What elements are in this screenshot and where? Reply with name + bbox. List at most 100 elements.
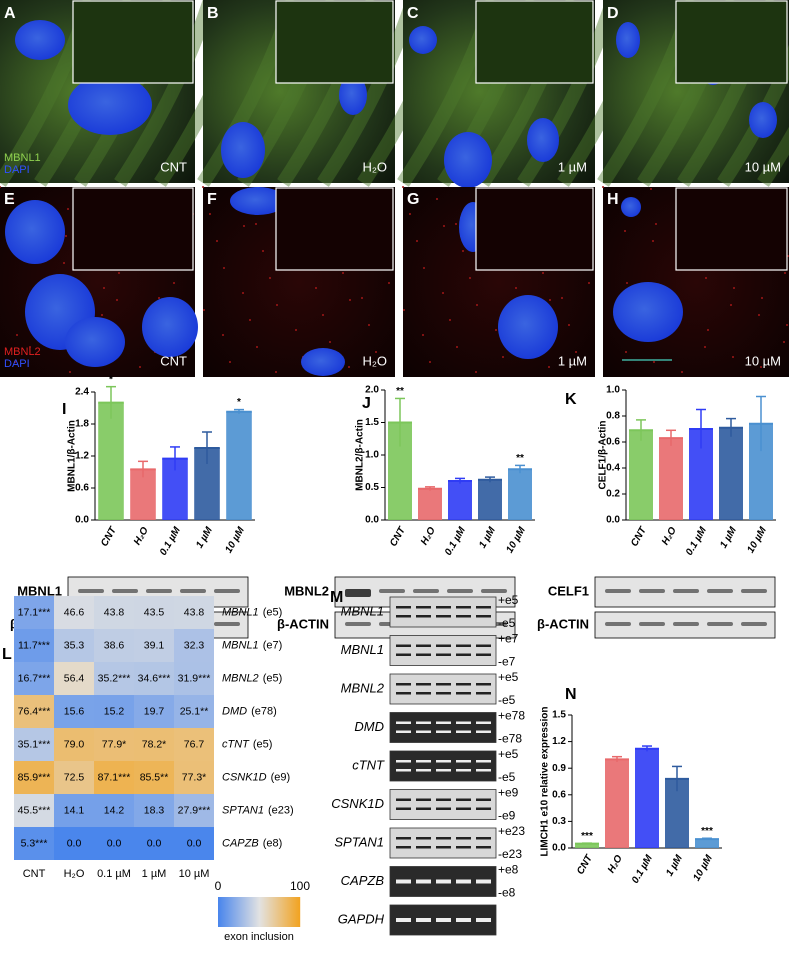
speck (116, 299, 118, 301)
y-tick-label: 1.0 (365, 450, 379, 461)
bar (448, 481, 472, 520)
x-tick-label: 10 µM (223, 525, 247, 555)
heatmap-cell (54, 596, 94, 629)
y-axis-label: MBNL1/β-Actin (67, 420, 78, 492)
gel-band (476, 644, 491, 647)
gel-band (396, 846, 411, 849)
speck (650, 188, 652, 190)
cell-label: 76.7 (184, 738, 205, 750)
band (345, 622, 371, 626)
gel-band (476, 721, 491, 724)
colorbar-slice (293, 897, 295, 927)
gel-band (396, 837, 411, 840)
speck (12, 198, 14, 200)
speck (16, 334, 18, 336)
colorbar-slice (230, 897, 232, 927)
nucleus (301, 348, 345, 376)
gel-band (476, 653, 491, 656)
y-tick-label: 0.3 (552, 816, 566, 827)
panel-letter: H (607, 191, 619, 208)
y-tick-label: 1.8 (75, 419, 89, 430)
y-tick-label: 0.0 (552, 843, 566, 854)
speck (707, 329, 709, 331)
cell-label: 15.6 (64, 705, 85, 717)
cell-label: 77.3* (182, 771, 207, 783)
bar (635, 748, 659, 848)
band (112, 589, 138, 593)
speck (624, 230, 626, 232)
gel-band (416, 721, 431, 724)
heatmap-cell (174, 794, 214, 827)
gel-strip (389, 673, 497, 705)
colorbar-slice (251, 897, 253, 927)
y-tick-label: 1.5 (552, 710, 566, 721)
speck (502, 356, 504, 358)
panel-letter: E (4, 191, 15, 208)
colorbar-slice (267, 897, 269, 927)
heatmap-cell (54, 629, 94, 662)
cell-label: 25.1** (180, 705, 209, 717)
y-tick-label: 0.0 (606, 515, 620, 526)
speck (549, 299, 551, 301)
heatmap-cell (94, 695, 134, 728)
gel-band (436, 769, 451, 772)
colorbar-slice (294, 897, 296, 927)
panel-letter: L (2, 646, 12, 663)
colorbar-slice (254, 897, 256, 927)
stain-label: DAPI (4, 358, 30, 370)
gel-band (396, 879, 411, 884)
gel-band (396, 615, 411, 618)
gel-gene: DMD (354, 719, 384, 734)
gel-band (456, 798, 471, 801)
cell-label: 56.4 (64, 672, 85, 684)
panel-letter: G (407, 191, 419, 208)
gel-band (416, 918, 431, 922)
heatmap-cell (134, 629, 174, 662)
gel-band (456, 837, 471, 840)
heatmap-cell (174, 629, 214, 662)
speck (730, 304, 732, 306)
gel-band (396, 692, 411, 695)
heatmap-cell (174, 695, 214, 728)
panel-letter: D (607, 5, 619, 22)
speck (449, 319, 451, 321)
exon-name: (e5) (263, 672, 283, 684)
x-tick-label: 0.1 µM (684, 525, 709, 558)
speck (705, 277, 707, 279)
speck (349, 299, 351, 301)
row-label: DMD (e78) (222, 705, 277, 717)
speck (402, 186, 404, 188)
speck (315, 287, 317, 289)
colorbar-slice (244, 897, 246, 927)
stain-label: MBNL1 (4, 152, 41, 164)
speck (475, 371, 477, 373)
gel-gene: MBNL1 (341, 642, 384, 657)
gel-band (436, 615, 451, 618)
speck (209, 213, 211, 215)
speck (275, 371, 277, 373)
gel-band (436, 606, 451, 609)
cell-label: 0.0 (67, 837, 82, 849)
nucleus (409, 26, 437, 54)
colorbar-slice (275, 897, 277, 927)
cell-label: 35.1*** (18, 738, 51, 750)
row-label: CSNK1D (e9) (222, 771, 290, 783)
gel-band (436, 837, 451, 840)
gel-strip (389, 596, 497, 628)
cell-label: 39.1 (144, 639, 165, 651)
speck (202, 186, 204, 188)
colorbar-slice (246, 897, 248, 927)
nucleus (749, 102, 777, 138)
band (673, 589, 699, 593)
condition-label: 10 µM (745, 353, 781, 368)
x-tick-label: 0.1 µM (443, 525, 468, 558)
x-tick-label: H₂O (606, 853, 625, 875)
gel-band (436, 918, 451, 922)
colorbar-slice (222, 897, 224, 927)
gel-band (436, 760, 451, 763)
bar (418, 488, 442, 520)
gel-band (436, 653, 451, 656)
inset (72, 187, 194, 271)
heatmap-cell (134, 695, 174, 728)
